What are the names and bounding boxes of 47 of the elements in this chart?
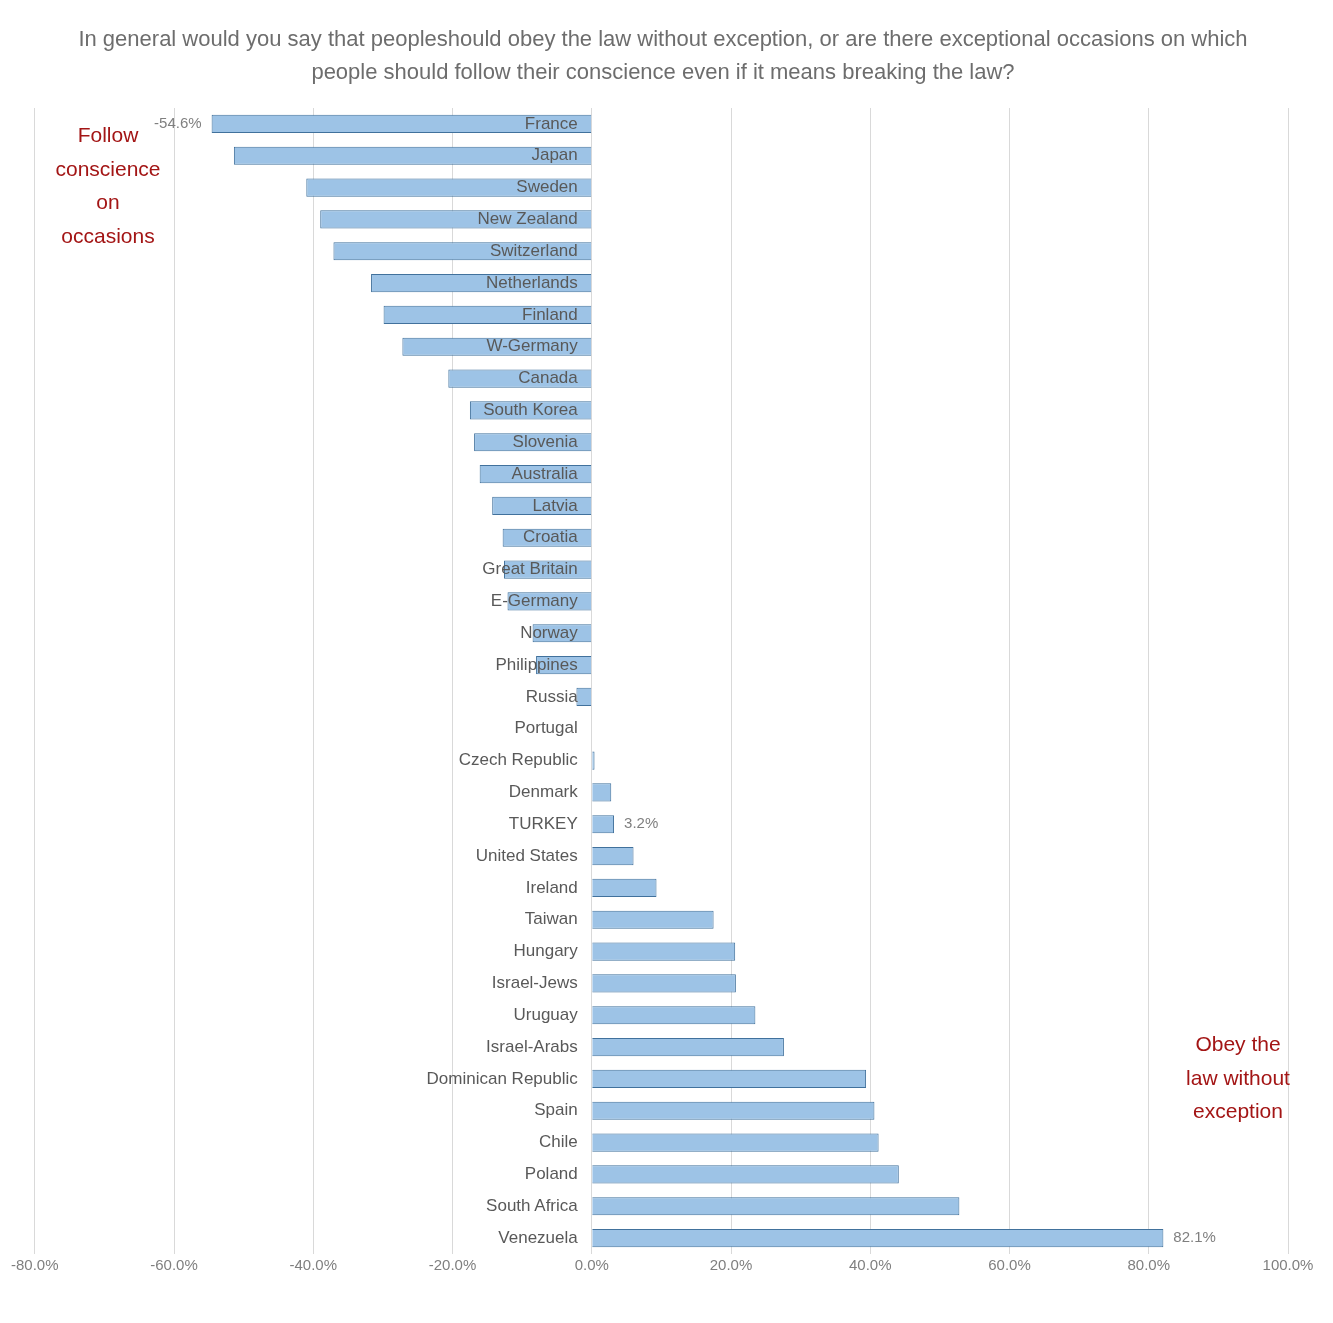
y-tick-label: France: [524, 113, 578, 133]
y-tick-label: Hungary: [513, 941, 579, 961]
y-tick-label: Chile: [539, 1132, 578, 1152]
y-tick-label: Latvia: [532, 495, 579, 515]
x-tick-label: -80.0%: [11, 1256, 59, 1274]
data-label: 3.2%: [624, 814, 659, 832]
data-label: 82.1%: [1173, 1228, 1216, 1246]
y-tick-label: Israel-Jews: [491, 973, 578, 993]
y-tick-label: Switzerland: [489, 240, 578, 260]
y-tick-label: Ireland: [525, 877, 578, 897]
x-tick-label: -60.0%: [150, 1256, 198, 1274]
y-tick-label: Netherlands: [486, 272, 578, 292]
data-label: -54.6%: [154, 114, 202, 132]
y-tick-label: Dominican Republic: [426, 1068, 579, 1088]
y-tick-label: South Africa: [486, 1195, 579, 1215]
x-tick-label: 20.0%: [709, 1256, 753, 1274]
annotation: Obey the law without exception: [1185, 1031, 1291, 1125]
y-tick-label: South Korea: [483, 400, 579, 420]
x-tick-label: -20.0%: [428, 1256, 477, 1274]
y-tick-label: Taiwan: [524, 909, 578, 929]
x-tick-label: 60.0%: [988, 1256, 1031, 1274]
x-tick-label: 0.0%: [574, 1256, 609, 1274]
x-tick-label: 100.0%: [1262, 1256, 1314, 1274]
y-tick-label: Poland: [524, 1164, 578, 1184]
y-tick-label: Uruguay: [513, 1004, 579, 1024]
y-tick-label: Japan: [531, 145, 578, 165]
y-tick-label: Croatia: [522, 527, 579, 547]
y-tick-label: Czech Republic: [458, 750, 579, 770]
y-tick-label: Slovenia: [512, 431, 579, 451]
y-tick-label: Canada: [518, 368, 579, 388]
x-tick-label: 80.0%: [1127, 1256, 1171, 1274]
y-tick-label: TURKEY: [508, 813, 578, 833]
y-tick-label: Australia: [511, 463, 579, 483]
y-tick-label: Denmark: [508, 782, 579, 802]
y-tick-label: New Zealand: [477, 209, 578, 229]
y-tick-label: Russia: [525, 686, 579, 706]
y-tick-label: Israel-Arabs: [486, 1036, 578, 1056]
x-tick-label: 40.0%: [848, 1256, 892, 1274]
y-tick-label: Portugal: [514, 718, 578, 738]
y-tick-label: Spain: [534, 1100, 578, 1120]
y-tick-label: Finland: [521, 304, 578, 324]
y-tick-label: Sweden: [516, 177, 578, 197]
x-tick-label: -40.0%: [289, 1256, 338, 1274]
y-tick-label: W-Germany: [486, 336, 579, 356]
chart-title: In general would you say that peopleshould obey the law without exception, or are there exceptional occasions on which people should follow their conscience even if it means breaking the law?: [77, 25, 1249, 86]
y-tick-label: United States: [475, 845, 578, 865]
y-tick-label: Venezuela: [498, 1227, 579, 1247]
